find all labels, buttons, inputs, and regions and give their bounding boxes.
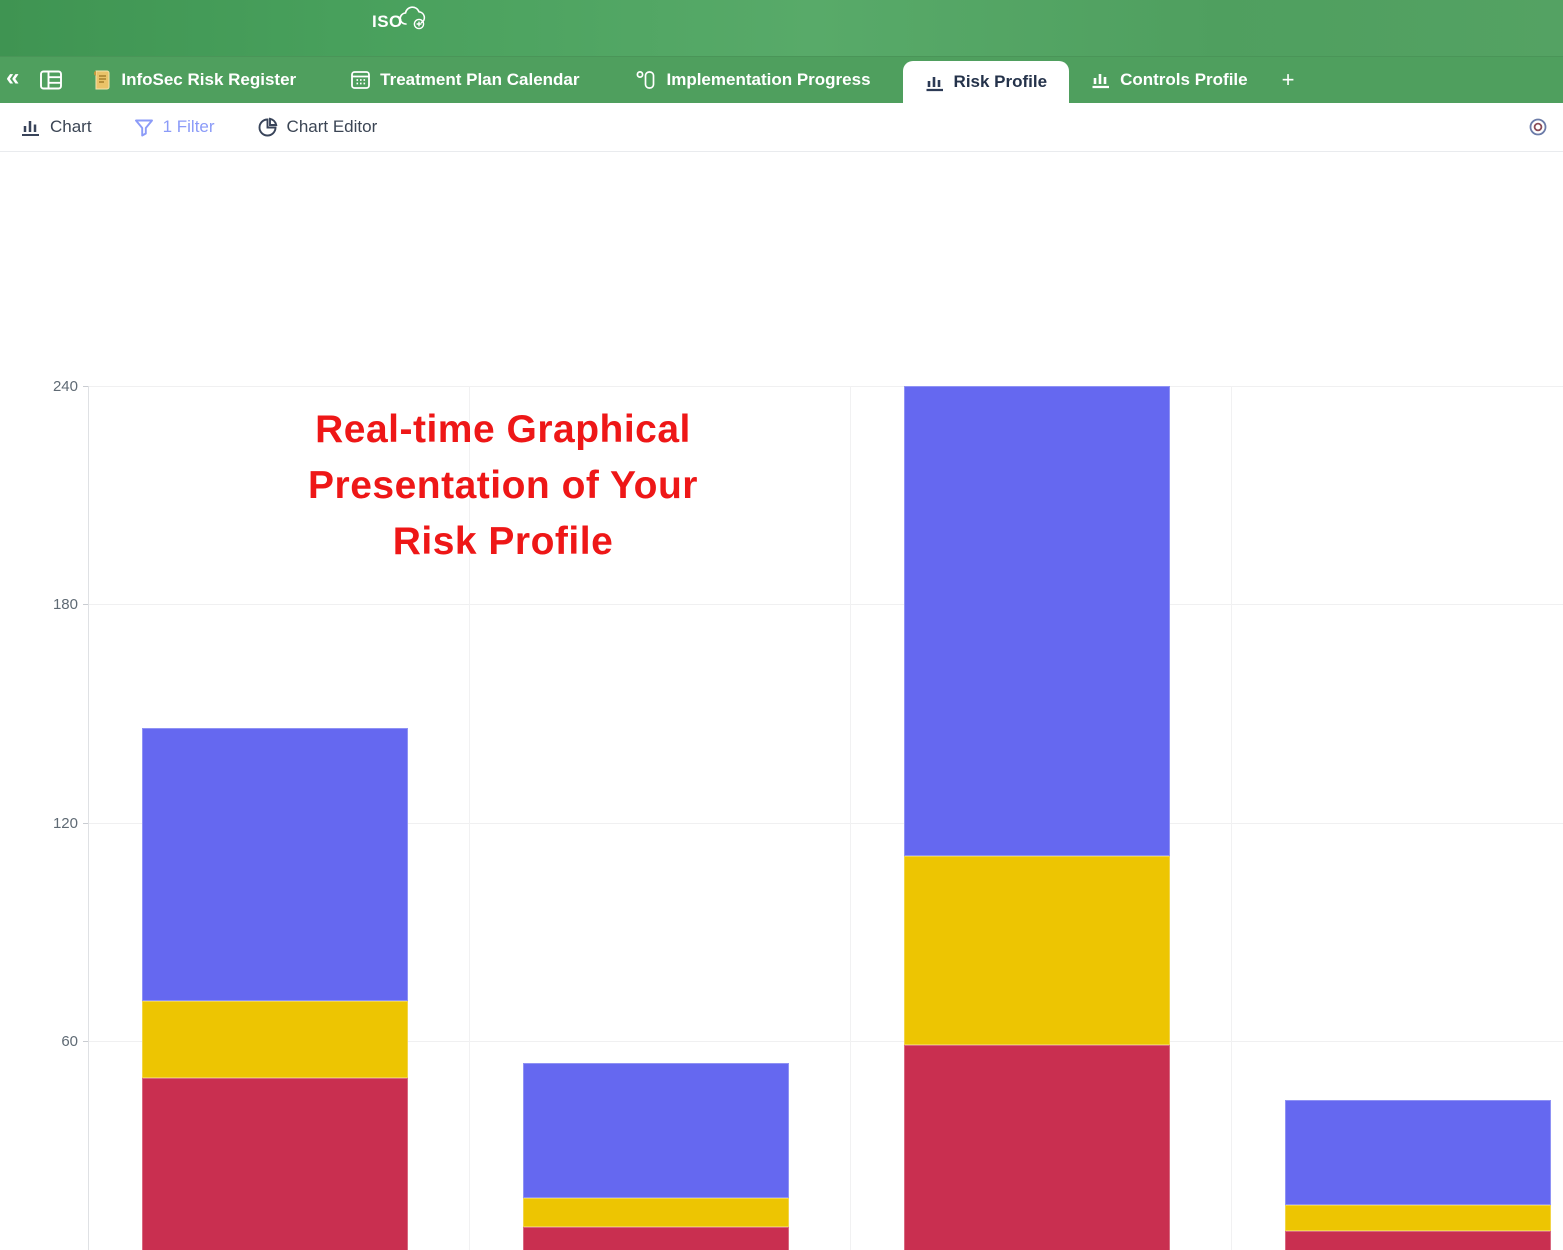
bar-segment-likelihood[interactable] (523, 1198, 789, 1228)
chart-view-button[interactable]: Chart (20, 117, 92, 137)
bar-segment-risk-level[interactable] (904, 386, 1170, 856)
calendar-icon (350, 69, 371, 90)
grid-view-icon[interactable] (39, 69, 63, 91)
tab-label: Implementation Progress (666, 69, 871, 89)
pie-chart-icon (258, 117, 277, 136)
chart-editor-button[interactable]: Chart Editor (257, 117, 378, 138)
tab-label: InfoSec Risk Register (121, 69, 297, 89)
y-tick (83, 1041, 88, 1042)
gridline (88, 386, 1563, 387)
gridline (850, 386, 851, 1250)
cloud-plus-icon (399, 6, 425, 30)
bar-segment-consequence[interactable] (1285, 1230, 1551, 1250)
bar-chart-icon (22, 121, 39, 136)
bar-chart-icon (925, 73, 945, 92)
annotation-line: Presentation of Your (308, 464, 698, 507)
filter-button[interactable]: 1 Filter (134, 117, 215, 137)
bar-segment-risk-level[interactable] (1285, 1099, 1551, 1206)
gridline (88, 604, 1563, 605)
chart-annotation: Real-time Graphical Presentation of Your… (258, 402, 748, 570)
gridline (1231, 386, 1232, 1250)
tab-risk-profile[interactable]: Risk Profile (902, 61, 1070, 103)
bar-segment-risk-level[interactable] (523, 1063, 789, 1199)
annotation-line: Real-time Graphical (315, 408, 691, 451)
document-icon (93, 69, 112, 91)
view-toolbar: Chart 1 Filter Chart Editor (0, 103, 1563, 152)
y-axis-line (88, 386, 89, 1250)
bar-segment-consequence[interactable] (142, 1077, 408, 1250)
bar-segment-likelihood[interactable] (904, 855, 1170, 1046)
gridline (88, 1041, 1563, 1042)
collapse-sidebar-icon[interactable]: « (6, 63, 20, 91)
tab-implementation-progress[interactable]: Implementation Progress (615, 56, 890, 103)
tab-controls-profile[interactable]: Controls Profile (1071, 56, 1268, 103)
bar-segment-likelihood[interactable] (1285, 1205, 1551, 1231)
bar-chart-icon (1091, 70, 1111, 89)
bar-segment-risk-level[interactable] (142, 728, 408, 1002)
bar-segment-likelihood[interactable] (142, 1001, 408, 1078)
iso-logo-text: ISO (372, 12, 403, 31)
y-axis-label: 240 (52, 378, 78, 395)
gridline (88, 823, 1563, 824)
y-axis-label: 120 (52, 815, 78, 832)
add-tab-button[interactable]: + (1281, 66, 1295, 92)
chart-view-label: Chart (50, 117, 92, 136)
risk-profile-chart: 240 180 120 60 0 Risk Retention (Accepta… (0, 152, 1563, 1250)
tab-label: Controls Profile (1120, 69, 1248, 89)
y-axis-label: 180 (52, 596, 78, 613)
app-header: ISO (0, 0, 1563, 56)
funnel-icon (134, 119, 153, 136)
annotation-line: Risk Profile (392, 520, 614, 563)
tab-bar: « InfoSec Risk Register Treatment Plan C… (0, 56, 1563, 103)
y-tick (83, 386, 88, 387)
eye-icon (1529, 118, 1547, 136)
tab-treatment-plan-calendar[interactable]: Treatment Plan Calendar (330, 56, 599, 103)
filter-label: 1 Filter (162, 117, 215, 136)
y-tick (83, 604, 88, 605)
bar-segment-consequence[interactable] (904, 1045, 1170, 1250)
y-axis-label: 60 (61, 1033, 78, 1050)
progress-icon (635, 69, 657, 91)
gridline (469, 386, 470, 1250)
iso-logo: ISO (372, 6, 427, 32)
y-tick (83, 823, 88, 824)
tab-infosec-risk-register[interactable]: InfoSec Risk Register (73, 56, 316, 103)
bar-segment-consequence[interactable] (523, 1227, 789, 1250)
tab-label: Treatment Plan Calendar (380, 69, 580, 89)
tab-label: Risk Profile (953, 72, 1048, 91)
chart-editor-label: Chart Editor (286, 117, 378, 136)
visibility-button[interactable] (1527, 116, 1549, 138)
